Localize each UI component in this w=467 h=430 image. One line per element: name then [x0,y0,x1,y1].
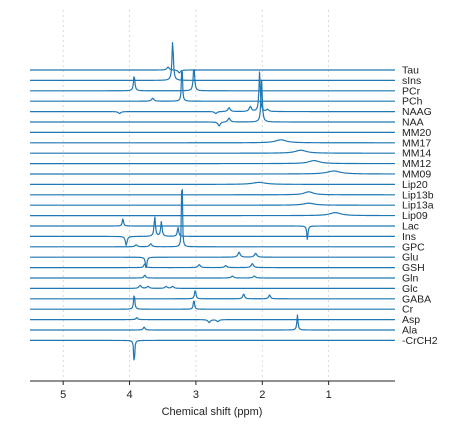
series-label: NAA [402,117,424,129]
trace-lip09 [30,212,395,217]
trace-cr [30,295,395,310]
trace-ala [30,314,395,331]
series-label: Lac [402,221,419,233]
series-label: Lip09 [402,210,428,222]
x-tick-label: 5 [60,389,66,401]
trace-pch [30,71,395,102]
series-label: Tau [402,65,419,77]
series-label: GPC [402,241,425,253]
series-label: -CrCH2 [402,335,438,347]
series-label: PCr [402,85,421,97]
trace-mm09 [30,170,395,175]
series-label: Lip20 [402,179,428,191]
series-label: Asp [402,314,420,326]
trace-lip20 [30,181,395,185]
trace-tau [30,66,395,74]
series-label: Gln [402,273,419,285]
trace-naa [30,79,395,127]
series-label: Ins [402,231,416,243]
series-label: MM12 [402,158,431,170]
x-axis-ticks: 5 4 3 2 1 [60,381,332,401]
x-tick-label: 4 [126,389,132,401]
x-tick-label: 1 [326,389,332,401]
series-label: MM20 [402,127,431,139]
trace-lip13b [30,191,395,196]
series-label: Lip13a [402,200,434,212]
series-label: MM14 [402,148,431,160]
trace-ins [30,216,395,246]
trace-gpc [30,189,395,248]
series-label: Glc [402,283,418,295]
trace-gsh [30,263,395,269]
series-label: Lip13b [402,189,434,201]
series-label: sIns [402,75,421,87]
trace-pcr [30,68,395,92]
trace-mm14 [30,149,396,154]
trace-glu [30,251,395,269]
trace-lac [30,218,395,240]
trace-mm12 [30,160,395,165]
series-label: Ala [402,325,417,337]
trace-gaba [30,290,395,300]
trace-lip13a [30,202,395,206]
x-axis-label: Chemical shift (ppm) [162,406,263,418]
vertical-grid [62,10,330,381]
x-tick-label: 2 [259,389,265,401]
trace-glc [30,284,395,289]
spectra-traces [30,41,396,361]
series-label: GABA [402,293,431,305]
series-label: MM17 [402,137,431,149]
trace-naag [30,71,395,115]
trace-mm17 [30,139,395,144]
series-label: MM09 [402,169,431,181]
x-tick-label: 3 [193,389,199,401]
series-label: NAAG [402,106,432,118]
series-label: Glu [402,252,419,264]
trace-gln [30,274,395,279]
metabolite-labels: TausInsPCrPChNAAGNAAMM20MM17MM14MM12MM09… [402,65,438,347]
series-label: PCh [402,96,423,108]
series-label: GSH [402,262,425,274]
trace-crch2 [30,339,395,361]
trace-asp [30,317,395,324]
series-label: Cr [402,304,414,316]
trace-sins [30,41,395,81]
